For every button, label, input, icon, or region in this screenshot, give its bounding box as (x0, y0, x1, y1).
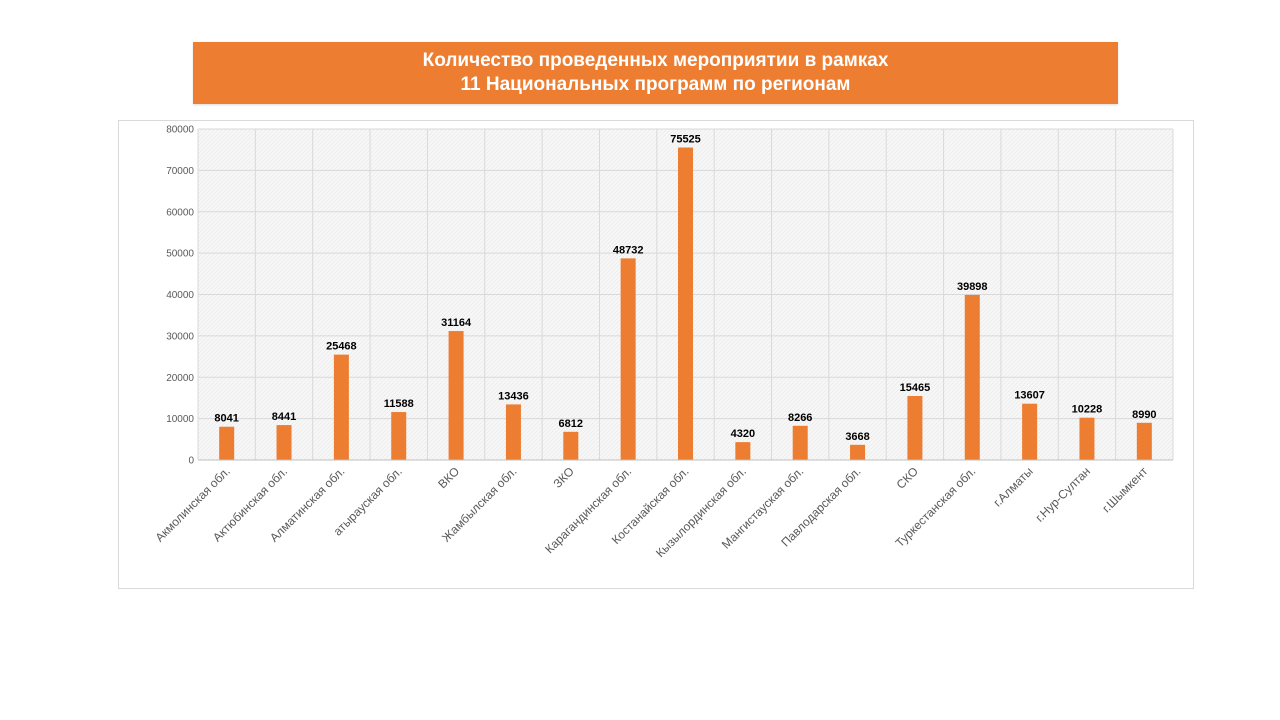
data-label: 8990 (1132, 409, 1156, 421)
bar-chart: 0 10000 20000 30000 40000 50000 60000 70000 8000… (152, 125, 1174, 560)
data-label: 8041 (214, 413, 238, 425)
title-banner: Количество проведенных мероприятии в рам… (193, 42, 1118, 104)
data-label: 15465 (900, 382, 931, 394)
y-tick-label: 0 (188, 456, 194, 467)
bar (563, 431, 579, 460)
bar (505, 404, 521, 460)
data-label: 75525 (670, 134, 701, 146)
category-label: ЗКО (550, 464, 576, 490)
data-label: 25468 (326, 341, 357, 353)
bar (333, 354, 349, 460)
bar (735, 442, 751, 460)
y-tick-label: 30000 (166, 331, 194, 342)
bar (907, 396, 923, 460)
data-label: 31164 (441, 317, 472, 329)
data-label: 8266 (788, 412, 812, 424)
y-tick-label: 10000 (166, 414, 194, 425)
bar (792, 425, 808, 460)
bar (850, 444, 866, 460)
data-label: 48732 (613, 244, 644, 256)
data-label: 6812 (559, 418, 583, 430)
y-tick-label: 80000 (166, 125, 194, 136)
data-label: 4320 (731, 428, 755, 440)
chart-frame: 0 10000 20000 30000 40000 50000 60000 70000 8000… (118, 120, 1194, 589)
data-label: 13607 (1014, 390, 1045, 402)
bar (964, 294, 980, 460)
y-tick-label: 20000 (166, 373, 194, 384)
data-label: 13436 (498, 390, 529, 402)
data-label: 8441 (272, 411, 296, 423)
bar (391, 412, 407, 460)
bar (1136, 422, 1152, 460)
y-tick-label: 60000 (166, 207, 194, 218)
y-tick-label: 70000 (166, 166, 194, 177)
category-label: г.Нур-Султан (1033, 464, 1093, 524)
bar (276, 425, 292, 460)
title-line-1: Количество проведенных мероприятии в рам… (422, 50, 889, 71)
data-label: 11588 (384, 398, 414, 410)
bar (1079, 417, 1095, 460)
title-line-2: 11 Национальных программ по регионам (460, 74, 851, 95)
y-tick-label: 40000 (166, 290, 194, 301)
bar (448, 331, 464, 460)
category-label: г.Алматы (990, 464, 1035, 509)
y-tick-label: 50000 (166, 249, 194, 260)
category-label: ВКО (435, 464, 462, 491)
bar (678, 147, 693, 460)
bar (1022, 403, 1038, 460)
category-label: СКО (894, 464, 921, 491)
category-label: г.Шымкент (1099, 464, 1150, 515)
data-label: 39898 (957, 281, 988, 293)
data-label: 10228 (1072, 404, 1103, 416)
bar (620, 258, 636, 460)
bar (219, 426, 235, 460)
data-label: 3668 (845, 431, 869, 443)
